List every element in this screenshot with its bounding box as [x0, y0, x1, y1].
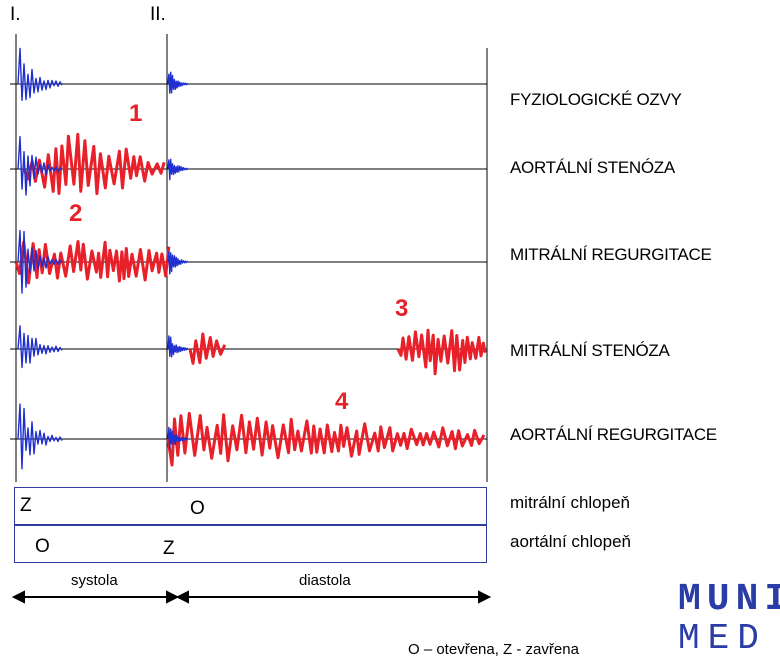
aortic-valve-box	[14, 525, 487, 563]
murmur-number-1: 1	[129, 100, 143, 127]
systole-arrow-left-head	[11, 590, 25, 604]
second-heart-sound-label: II.	[150, 4, 166, 25]
row-label-physiological-sounds: FYZIOLOGICKÉ OZVY	[510, 90, 682, 109]
second-heart-sound-wave-2	[167, 158, 189, 181]
systole-label: systola	[71, 572, 118, 589]
first-heart-sound-wave-1	[17, 47, 63, 101]
aortic-valve-label: aortální chlopeň	[510, 532, 631, 551]
first-heart-sound-wave-2	[17, 135, 63, 196]
row-label-mitral-stenosis: MITRÁLNÍ STENÓZA	[510, 341, 670, 360]
murmur-number-2: 2	[69, 200, 83, 227]
aortic-systole-state: O	[35, 536, 50, 557]
row-label-aortic-regurgitation: AORTÁLNÍ REGURGITACE	[510, 425, 717, 444]
systole-arrow-right-head	[166, 590, 180, 604]
second-heart-sound-wave-4	[167, 335, 189, 358]
valve-state-legend: O – otevřena, Z - zavřena	[408, 641, 579, 658]
med-logo-text: MED	[678, 618, 767, 659]
row-label-aortic-stenosis: AORTÁLNÍ STENÓZA	[510, 158, 675, 177]
mitral-valve-label: mitrální chlopeň	[510, 493, 631, 512]
second-heart-sound-wave-1	[167, 71, 189, 94]
second-heart-sound-wave-3	[167, 251, 189, 275]
first-heart-sound-wave-4	[17, 325, 63, 369]
mitral-stenosis-early-murmur	[188, 332, 227, 365]
mitral-valve-box	[14, 487, 487, 525]
aortic-stenosis-murmur	[22, 132, 166, 196]
mitral-stenosis-presystolic-murmur	[396, 328, 487, 376]
first-heart-sound-wave-3	[17, 229, 63, 294]
diastole-arrow-right-head	[478, 590, 492, 604]
mitral-diastole-state: O	[190, 498, 205, 519]
mitral-systole-state: Z	[20, 495, 32, 516]
diastole-label: diastola	[299, 572, 351, 589]
diastole-arrow-left-head	[175, 590, 189, 604]
aortic-regurgitation-murmur	[166, 411, 486, 467]
first-heart-sound-wave-5	[17, 403, 63, 470]
muni-logo-text: MUNI	[678, 578, 780, 621]
first-heart-sound-label: I.	[10, 4, 21, 25]
row-label-mitral-regurgitation: MITRÁLNÍ REGURGITACE	[510, 245, 712, 264]
murmur-number-3: 3	[395, 295, 409, 322]
aortic-diastole-state: Z	[163, 538, 175, 559]
second-heart-sound-wave-5	[167, 426, 189, 451]
murmur-number-4: 4	[335, 388, 349, 415]
